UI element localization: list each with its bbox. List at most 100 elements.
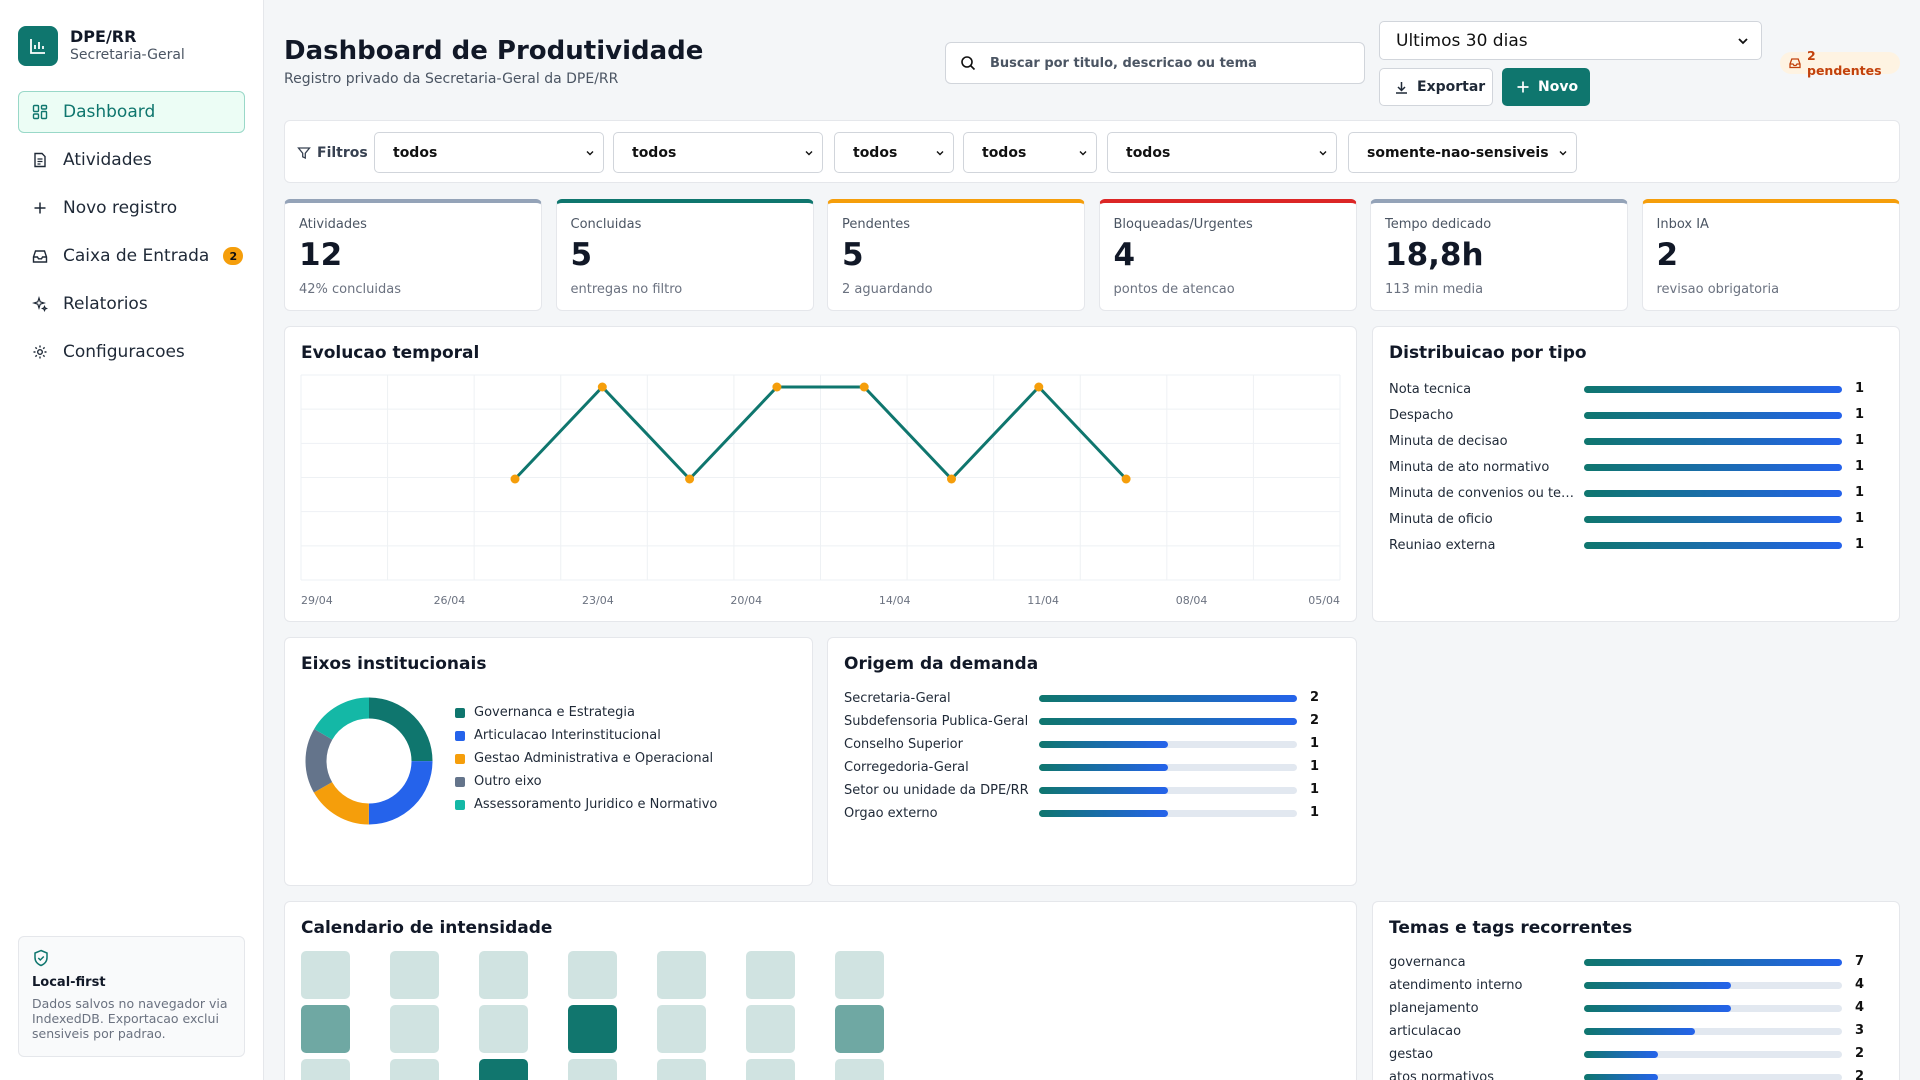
bar-fill bbox=[1584, 1005, 1732, 1012]
kpi-label: Tempo dedicado bbox=[1385, 217, 1492, 232]
filter-select-3[interactable]: todos bbox=[834, 132, 954, 173]
bar-track bbox=[1039, 695, 1297, 702]
filter-select-5[interactable]: todos bbox=[1107, 132, 1337, 173]
calendar-day-cell[interactable] bbox=[568, 1059, 617, 1080]
chevron-down-icon bbox=[1078, 148, 1088, 158]
bar-row: Minuta de decisao 1 bbox=[1389, 428, 1875, 454]
search-box[interactable] bbox=[945, 42, 1365, 84]
kpi-label: Concluidas bbox=[570, 217, 642, 232]
axes-card: Eixos institucionais Governanca e Estrat… bbox=[284, 637, 813, 886]
bar-fill bbox=[1039, 810, 1168, 817]
data-point bbox=[772, 382, 782, 392]
search-input[interactable] bbox=[990, 55, 1330, 71]
kpi-value: 12 bbox=[299, 237, 343, 273]
donut-slice-4 bbox=[305, 697, 433, 825]
kpi-card-concluidas: Concluidas 5 entregas no filtro bbox=[555, 199, 814, 311]
bar-count: 4 bbox=[1855, 977, 1865, 992]
calendar-day-cell[interactable] bbox=[657, 1059, 706, 1080]
new-button[interactable]: Novo bbox=[1502, 68, 1590, 106]
bar-row: Minuta de oficio 1 bbox=[1389, 506, 1875, 532]
calendar-day-cell[interactable] bbox=[746, 951, 795, 999]
calendar-day-cell[interactable] bbox=[746, 1005, 795, 1053]
calendar-day-cell[interactable] bbox=[746, 1059, 795, 1080]
data-point bbox=[1034, 382, 1044, 392]
calendar-day-cell[interactable] bbox=[835, 1005, 884, 1053]
bar-count: 1 bbox=[1855, 537, 1865, 552]
kpi-subtext: pontos de atencao bbox=[1113, 282, 1235, 297]
bar-fill bbox=[1584, 438, 1842, 445]
bar-track bbox=[1039, 787, 1297, 794]
bar-track bbox=[1039, 718, 1297, 725]
filter-select-6[interactable]: somente-nao-sensiveis bbox=[1348, 132, 1577, 173]
local-first-title: Local-first bbox=[32, 975, 106, 990]
bar-row: Subdefensoria Publica-Geral 2 bbox=[844, 710, 1330, 733]
calendar-day-cell[interactable] bbox=[479, 1059, 528, 1080]
sidebar-item-relatorios[interactable]: Relatorios bbox=[18, 283, 245, 325]
calendar-day-cell[interactable] bbox=[479, 951, 528, 999]
calendar-day-cell[interactable] bbox=[390, 1059, 439, 1080]
filter-select-1[interactable]: todos bbox=[374, 132, 604, 173]
calendar-day-cell[interactable] bbox=[301, 1005, 350, 1053]
bar-track bbox=[1584, 464, 1842, 471]
calendar-grid bbox=[301, 951, 884, 1080]
calendar-day-cell[interactable] bbox=[835, 1059, 884, 1080]
legend-swatch bbox=[455, 799, 465, 810]
kpi-value: 18,8h bbox=[1385, 237, 1484, 273]
calendar-card: Calendario de intensidade bbox=[284, 901, 1357, 1080]
filter-select-2[interactable]: todos bbox=[613, 132, 823, 173]
sidebar-item-atividades[interactable]: Atividades bbox=[18, 139, 245, 181]
sidebar-item-label: Relatorios bbox=[63, 294, 148, 314]
filter-select-value: todos bbox=[853, 144, 898, 161]
legend-swatch bbox=[455, 707, 465, 718]
data-point bbox=[1121, 474, 1131, 484]
timeline-card: Evolucao temporal 29/04 26/04 23/04 20/04 14… bbox=[284, 326, 1357, 622]
sidebar-item-dashboard[interactable]: Dashboard bbox=[18, 91, 245, 133]
calendar-day-cell[interactable] bbox=[390, 1005, 439, 1053]
legend-item: Assessoramento Juridico e Normativo bbox=[455, 793, 717, 816]
calendar-day-cell[interactable] bbox=[835, 951, 884, 999]
bar-label: Setor ou unidade da DPE/RR bbox=[844, 783, 1029, 798]
calendar-day-cell[interactable] bbox=[479, 1005, 528, 1053]
chevron-down-icon bbox=[1558, 148, 1568, 158]
filters-label-text: Filtros bbox=[317, 145, 368, 161]
calendar-day-cell[interactable] bbox=[657, 1005, 706, 1053]
legend-item: Gestao Administrativa e Operacional bbox=[455, 747, 717, 770]
calendar-day-cell[interactable] bbox=[301, 951, 350, 999]
calendar-day-cell[interactable] bbox=[657, 951, 706, 999]
bar-track bbox=[1584, 516, 1842, 523]
axes-donut-chart bbox=[305, 697, 433, 825]
type-distribution-title: Distribuicao por tipo bbox=[1389, 343, 1587, 363]
sidebar-item-configuracoes[interactable]: Configuracoes bbox=[18, 331, 245, 373]
bar-count: 1 bbox=[1310, 782, 1320, 797]
bar-label: Subdefensoria Publica-Geral bbox=[844, 714, 1029, 729]
bar-track bbox=[1584, 1005, 1842, 1012]
bar-track bbox=[1584, 982, 1842, 989]
filter-select-4[interactable]: todos bbox=[963, 132, 1097, 173]
calendar-day-cell[interactable] bbox=[568, 951, 617, 999]
bar-row: Corregedoria-Geral 1 bbox=[844, 756, 1330, 779]
calendar-day-cell[interactable] bbox=[568, 1005, 617, 1053]
period-select-value: Ultimos 30 dias bbox=[1396, 30, 1528, 51]
document-icon bbox=[31, 151, 49, 169]
export-button[interactable]: Exportar bbox=[1379, 68, 1493, 106]
sidebar-item-label: Novo registro bbox=[63, 198, 178, 218]
bar-track bbox=[1584, 386, 1842, 393]
bar-fill bbox=[1584, 412, 1842, 419]
bar-fill bbox=[1584, 464, 1842, 471]
page-title: Dashboard de Produtividade bbox=[284, 36, 704, 66]
sidebar-item-novo-registro[interactable]: Novo registro bbox=[18, 187, 245, 229]
bar-track bbox=[1584, 490, 1842, 497]
calendar-day-cell[interactable] bbox=[301, 1059, 350, 1080]
bar-track bbox=[1039, 741, 1297, 748]
sidebar-item-caixa-de-entrada[interactable]: Caixa de Entrada 2 bbox=[18, 235, 245, 277]
period-select[interactable]: Ultimos 30 dias bbox=[1379, 21, 1762, 60]
bar-fill bbox=[1039, 695, 1297, 702]
bar-track bbox=[1039, 764, 1297, 771]
bar-count: 7 bbox=[1855, 954, 1865, 969]
calendar-day-cell[interactable] bbox=[390, 951, 439, 999]
export-button-label: Exportar bbox=[1417, 79, 1486, 95]
pending-badge[interactable]: 2 pendentes bbox=[1780, 48, 1900, 78]
bar-fill bbox=[1039, 741, 1168, 748]
bar-label: Orgao externo bbox=[844, 806, 938, 821]
kpi-card-tempo-dedicado: Tempo dedicado 18,8h 113 min media bbox=[1370, 199, 1628, 311]
